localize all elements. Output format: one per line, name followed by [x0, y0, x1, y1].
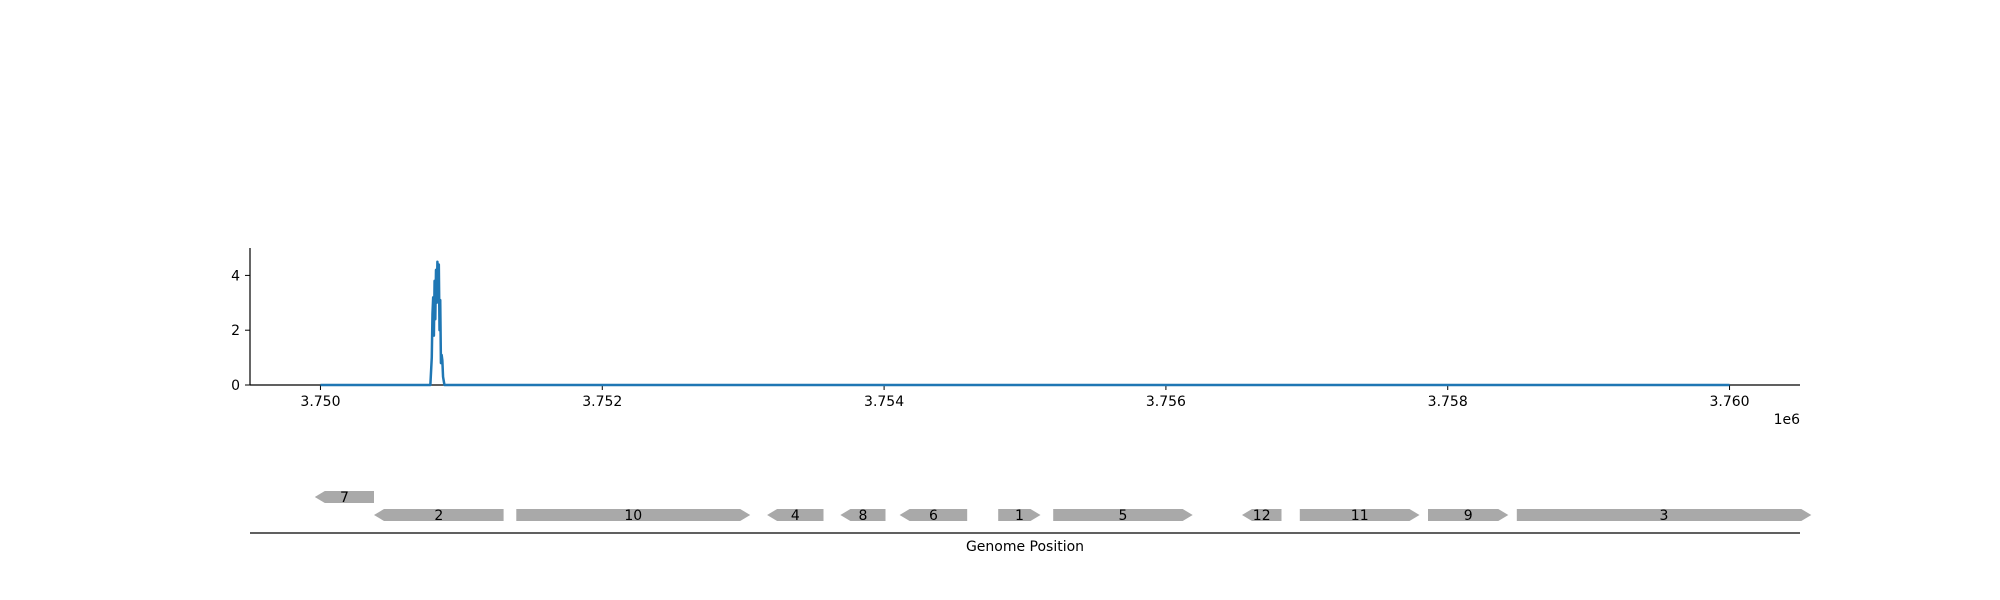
- x-tick-label: 3.758: [1428, 394, 1468, 410]
- gene-label-4: 4: [791, 508, 800, 524]
- gene-arrow-2: [374, 509, 504, 521]
- gene-arrow-9: [1428, 509, 1509, 521]
- x-tick-label: 3.760: [1709, 394, 1749, 410]
- gene-label-8: 8: [859, 508, 868, 524]
- gene-arrow-6: [899, 509, 968, 521]
- gene-label-10: 10: [624, 508, 642, 524]
- y-tick-label: 2: [231, 323, 240, 339]
- y-tick-label: 4: [231, 268, 240, 284]
- gene-arrow-5: [1053, 509, 1193, 521]
- gene-label-7: 7: [340, 490, 349, 506]
- coverage-plot: 0 2 4 3.750 3.752 3.754 3.756 3.758 3.760: [231, 248, 1800, 410]
- gene-arrow-4: [767, 509, 824, 521]
- gene-label-5: 5: [1118, 508, 1127, 524]
- gene-label-9: 9: [1464, 508, 1473, 524]
- x-tick-label: 3.756: [1146, 394, 1186, 410]
- gene-arrow-8: [840, 509, 886, 521]
- gene-track: 7 2 10 4 8 6 1 5 12 11 9 3: [250, 490, 1812, 534]
- gene-label-2: 2: [434, 508, 443, 524]
- gene-arrow-7: [314, 491, 374, 503]
- gene-label-1: 1: [1015, 508, 1024, 524]
- coverage-series-line: [320, 260, 1730, 387]
- x-tick-label: 3.750: [300, 394, 340, 410]
- gene-arrow-10: [516, 509, 751, 521]
- gene-arrow-1: [998, 509, 1041, 521]
- x-tick-label: 3.754: [864, 394, 904, 410]
- gene-arrow-3: [1516, 509, 1812, 521]
- gene-label-12: 12: [1253, 508, 1271, 524]
- gene-arrow-12: [1242, 509, 1282, 521]
- x-tick-label: 3.752: [582, 394, 622, 410]
- gene-label-3: 3: [1660, 508, 1669, 524]
- gene-track-xlabel: Genome Position: [966, 539, 1084, 555]
- gene-label-11: 11: [1351, 508, 1369, 524]
- gene-arrow-11: [1299, 509, 1420, 521]
- x-offset-label: 1e6: [1774, 412, 1801, 428]
- y-tick-label: 0: [231, 378, 240, 394]
- gene-label-6: 6: [929, 508, 938, 524]
